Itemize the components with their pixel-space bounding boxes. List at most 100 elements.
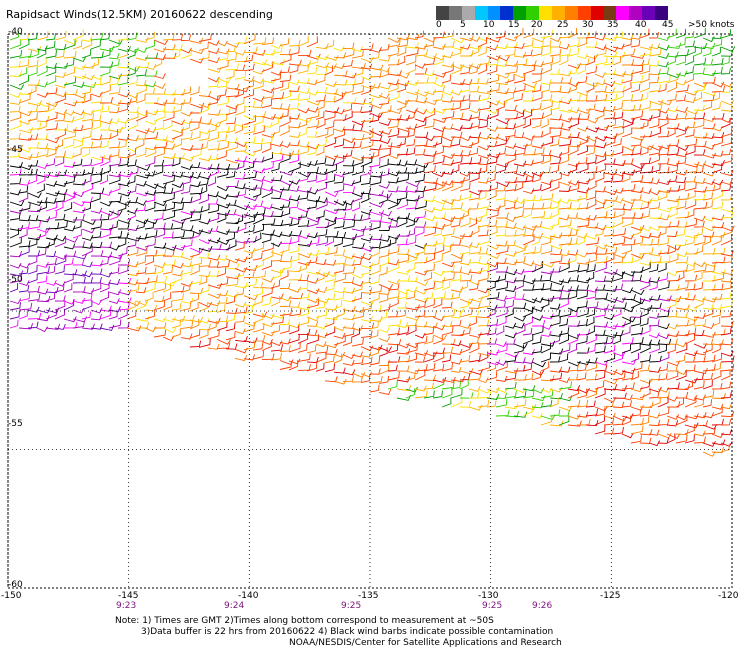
lat-label: -55 [8, 419, 23, 429]
wind-barb [153, 165, 164, 176]
wind-barb [711, 163, 723, 174]
wind-barb [342, 186, 356, 194]
wind-barb [666, 148, 680, 156]
wind-barb [342, 48, 355, 59]
wind-barb [234, 237, 250, 244]
wind-barb [477, 191, 487, 201]
wind-barb [324, 137, 337, 148]
wind-barb [423, 76, 438, 84]
wind-barb [135, 164, 151, 171]
wind-barb [684, 283, 696, 291]
wind-barb [216, 113, 228, 124]
wind-barb [72, 285, 86, 293]
wind-barb [675, 38, 686, 48]
wind-barb [666, 127, 676, 138]
wind-barb [396, 160, 408, 167]
wind-barb [459, 35, 474, 42]
wind-barb [612, 159, 626, 167]
wind-barb [18, 309, 28, 320]
wind-barb [81, 261, 93, 268]
wind-barb [108, 73, 122, 80]
wind-barb [639, 210, 651, 219]
wind-barb [351, 165, 364, 176]
wind-barb [657, 99, 673, 106]
wind-barb [207, 96, 219, 106]
wind-barb [423, 155, 435, 165]
wind-barb [612, 283, 624, 291]
wind-barb [405, 388, 416, 399]
wind-barb [513, 118, 526, 129]
wind-barb [216, 239, 230, 245]
wind-barb [630, 134, 646, 141]
wind-barb [621, 94, 634, 102]
wind-barb [567, 237, 578, 246]
wind-barb [423, 39, 435, 48]
wind-barb [558, 333, 569, 345]
wind-barb [414, 49, 428, 57]
wind-barb [621, 118, 636, 124]
wind-barb [567, 373, 579, 381]
wind-barb [171, 319, 181, 329]
wind-barb [108, 58, 120, 68]
wind-barb [225, 163, 240, 170]
wind-barb [360, 351, 372, 358]
lat-label: -45 [8, 145, 23, 155]
wind-barb [567, 163, 577, 174]
wind-barb [27, 122, 42, 131]
wind-barb [657, 281, 670, 291]
wind-barb [180, 283, 191, 294]
wind-barb [324, 317, 335, 328]
wind-barb [432, 228, 443, 237]
wind-barb [225, 89, 240, 98]
wind-barb [567, 107, 580, 114]
wind-barb [243, 195, 259, 202]
wind-barb [117, 202, 127, 212]
wind-barb [432, 244, 445, 255]
wind-barb [126, 119, 139, 131]
wind-barb [180, 131, 193, 141]
wind-barb [306, 249, 320, 257]
wind-barb [54, 139, 64, 149]
wind-barb [126, 92, 139, 99]
wind-barb [216, 244, 231, 251]
wind-barb [450, 150, 464, 157]
wind-barb [450, 138, 461, 147]
legend-swatch [448, 6, 462, 20]
wind-barb [657, 263, 667, 273]
wind-barb [621, 217, 634, 228]
wind-barb [18, 302, 33, 311]
legend-label: 5 [460, 20, 466, 30]
wind-barb [441, 89, 454, 96]
wind-barb [594, 309, 607, 318]
wind-barb [243, 63, 255, 72]
wind-barb [504, 351, 520, 358]
map-title: Rapidsact Winds(12.5KM) 20160622 descend… [6, 8, 273, 21]
wind-barb [423, 215, 436, 222]
wind-barb [585, 333, 597, 345]
wind-barb [603, 275, 615, 282]
wind-barb [693, 264, 707, 273]
wind-barb [585, 140, 597, 147]
wind-barb [523, 95, 535, 102]
wind-barb [396, 83, 407, 93]
wind-barb [252, 182, 264, 189]
wind-barb [63, 116, 75, 123]
wind-barb [459, 114, 473, 121]
wind-barb [72, 158, 83, 167]
wind-barb [567, 131, 580, 139]
wind-barb [297, 304, 310, 311]
wind-barb [135, 246, 148, 257]
wind-barb [531, 336, 542, 345]
wind-barb [252, 252, 263, 261]
wind-barb [531, 119, 542, 129]
wind-barb [468, 256, 481, 264]
wind-barb [603, 304, 615, 311]
wind-barb [549, 248, 563, 256]
wind-barb [126, 185, 137, 194]
wind-barb [702, 179, 715, 186]
wind-barb [450, 89, 463, 96]
wind-barb [711, 283, 724, 291]
wind-barb [450, 213, 465, 220]
wind-barb [234, 301, 247, 308]
wind-barb [441, 362, 453, 372]
